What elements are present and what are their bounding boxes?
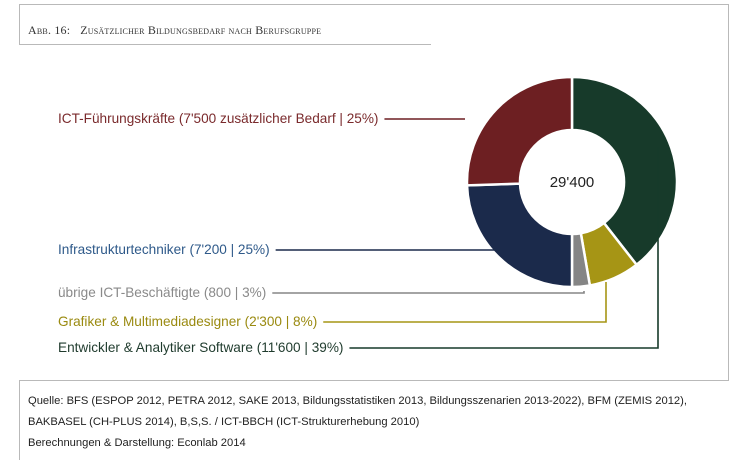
donut-center-total: 29'400 — [549, 174, 595, 191]
frame-right-border — [728, 4, 729, 380]
donut-slice-entwickler-analytiker-software — [570, 75, 679, 267]
source-divider — [19, 380, 729, 381]
credit-text: Econlab 2014 — [177, 437, 246, 449]
slice-label-brige-ict-besch-ftigte: übrige ICT-Beschäftigte (800 | 3%) — [58, 285, 267, 300]
source-block: Quelle: BFS (ESPOP 2012, PETRA 2012, SAK… — [28, 391, 728, 454]
leader-line-entwickler-analytiker-software — [349, 147, 659, 349]
frame-left-border-top — [19, 4, 20, 44]
slice-label-ict-f-hrungskr-fte: ICT-Führungskräfte (7'500 zusätzlicher B… — [58, 111, 379, 126]
figure-number: Abb. 16: — [28, 23, 71, 37]
credit-prefix: Berechnungen & Darstellung: — [28, 437, 175, 449]
figure-title: Abb. 16: Zusätzlicher Bildungsbedarf nach… — [28, 23, 321, 38]
donut-slices — [465, 75, 679, 289]
frame-top-border — [19, 4, 729, 5]
slice-label-grafiker-multimediadesigner: Grafiker & Multimediadesigner (2'300 | 8… — [58, 314, 318, 329]
source-prefix: Quelle: — [28, 395, 64, 407]
source-text: BFS (ESPOP 2012, PETRA 2012, SAKE 2013, … — [28, 395, 687, 428]
credit-line: Berechnungen & Darstellung: Econlab 2014 — [28, 433, 728, 454]
figure-title-text: Zusätzlicher Bildungsbedarf nach Berufsg… — [80, 23, 322, 37]
slice-label-entwickler-analytiker-software: Entwickler & Analytiker Software (11'600… — [58, 340, 344, 355]
leader-lines — [272, 118, 659, 349]
leader-line-grafiker-multimediadesigner — [323, 282, 607, 323]
frame-left-border-bottom — [19, 380, 20, 460]
title-underline — [19, 44, 431, 45]
donut-slice-infrastrukturtechniker — [465, 182, 574, 289]
leader-line-brige-ict-besch-ftigte — [272, 291, 585, 294]
donut-slice-ict-f-hrungskr-fte — [465, 75, 574, 187]
source-line: Quelle: BFS (ESPOP 2012, PETRA 2012, SAK… — [28, 391, 728, 433]
slice-label-infrastrukturtechniker: Infrastrukturtechniker (7'200 | 25%) — [58, 242, 270, 257]
